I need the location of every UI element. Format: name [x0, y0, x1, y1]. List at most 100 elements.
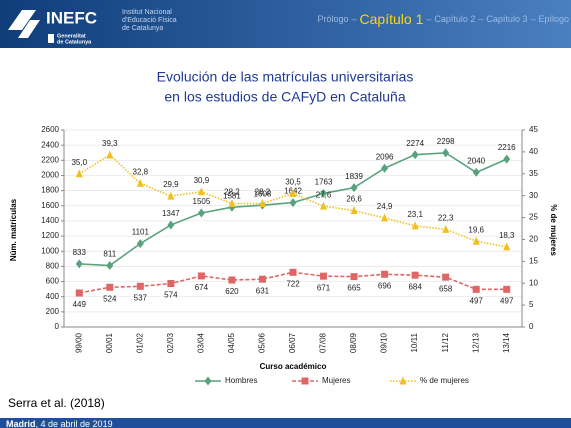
y-axis-title: Núm. matrículas	[9, 198, 18, 261]
data-label: 2216	[498, 143, 516, 152]
x-tick-label: 04/05	[227, 332, 236, 353]
marker	[503, 285, 511, 293]
source: Serra et al. (2018)	[8, 396, 105, 410]
x-tick-label: 99/00	[74, 332, 83, 353]
y-tick-label: 0	[55, 322, 60, 331]
government: Generalitat	[57, 33, 86, 39]
marker	[381, 270, 389, 278]
marker	[503, 154, 511, 164]
data-label: 32,8	[133, 168, 149, 177]
data-label: 28,2	[224, 188, 240, 197]
marker	[106, 150, 114, 159]
data-label: 658	[439, 284, 453, 293]
x-tick-label: 13/14	[502, 332, 511, 353]
y2-tick-label: 10	[529, 278, 538, 287]
data-label: 30,9	[194, 176, 210, 185]
marker	[136, 178, 144, 187]
marker	[503, 242, 511, 251]
marker	[75, 259, 83, 269]
logo-text: INEFC	[46, 8, 97, 27]
y-tick-label: 600	[46, 277, 60, 286]
data-label: 497	[470, 296, 484, 305]
footer-bar	[0, 418, 571, 428]
series-line	[78, 153, 507, 248]
marker	[381, 213, 389, 222]
marker	[381, 163, 389, 173]
nav-item: Capítulo 1	[360, 11, 424, 27]
marker	[136, 239, 144, 249]
marker	[411, 271, 419, 279]
data-label: 620	[225, 287, 239, 296]
data-label: 2096	[376, 152, 394, 161]
institution: Institut Nacional	[122, 9, 172, 16]
gov-icon	[48, 34, 54, 43]
data-label: 39,3	[102, 139, 118, 148]
y2-tick-label: 25	[529, 213, 538, 222]
footer: Madrid, 4 de abril de 2019	[6, 419, 113, 428]
y-tick-label: 1000	[41, 246, 59, 255]
data-label: 2298	[437, 137, 455, 146]
data-label: 833	[73, 248, 87, 257]
marker	[350, 206, 358, 215]
y-tick-label: 2000	[41, 171, 59, 180]
x-tick-label: 03/04	[197, 332, 206, 353]
y-tick-label: 1800	[41, 186, 59, 195]
marker	[472, 167, 480, 177]
data-label: 23,1	[407, 210, 423, 219]
footer-date: , 4 de abril de 2019	[36, 419, 113, 428]
x-tick-label: 02/03	[166, 332, 175, 353]
legend-marker	[204, 376, 212, 386]
data-label: 684	[408, 282, 422, 291]
x-tick-label: 12/13	[471, 332, 480, 353]
institution: d'Educació Física	[122, 17, 177, 24]
y-tick-label: 400	[46, 292, 60, 301]
y2-axis-title: % de mujeres	[549, 204, 558, 256]
data-label: 22,3	[438, 213, 454, 222]
data-label: 722	[286, 279, 300, 288]
data-label: 1608	[254, 189, 272, 198]
legend-label: % de mujeres	[420, 376, 469, 385]
y2-tick-label: 45	[529, 125, 538, 134]
marker	[411, 221, 419, 230]
data-label: 24,9	[377, 202, 393, 211]
legend-label: Mujeres	[322, 376, 350, 385]
y-tick-label: 2200	[41, 155, 59, 164]
y-tick-label: 200	[46, 307, 60, 316]
nav-item: Epílogo	[538, 14, 569, 24]
y2-tick-label: 15	[529, 256, 538, 265]
data-label: 35,0	[71, 158, 87, 167]
marker	[472, 285, 480, 293]
marker	[258, 275, 266, 283]
legend-label: Hombres	[225, 376, 257, 385]
chart-title: en los estudios de CAFyD en Cataluña	[164, 89, 405, 105]
marker	[75, 289, 83, 297]
marker	[289, 198, 297, 208]
marker	[258, 199, 266, 208]
marker	[228, 276, 236, 284]
x-tick-label: 07/08	[319, 332, 328, 353]
marker	[106, 283, 114, 291]
marker	[75, 169, 83, 178]
data-label: 665	[347, 284, 361, 293]
y-tick-label: 2600	[41, 125, 59, 134]
government: de Catalunya	[57, 39, 92, 45]
nav-separator: –	[352, 14, 357, 24]
marker	[228, 199, 236, 208]
marker	[197, 208, 205, 218]
chart-title: Evolución de las matrículas universitari…	[157, 69, 414, 85]
data-label: 29,9	[163, 180, 179, 189]
legend-marker	[399, 376, 407, 385]
data-label: 811	[103, 250, 116, 259]
marker	[289, 188, 297, 197]
nav: Prólogo – Capítulo 1– Capítulo 2– Capítulo 3…	[317, 11, 569, 27]
nav-separator: –	[426, 14, 431, 24]
x-tick-label: 08/09	[349, 332, 358, 353]
y-tick-label: 1200	[41, 231, 59, 240]
marker	[320, 201, 328, 210]
data-label: 696	[378, 281, 392, 290]
x-tick-label: 05/06	[258, 332, 267, 353]
marker	[167, 280, 175, 288]
y2-tick-label: 30	[529, 191, 538, 200]
marker	[320, 188, 328, 198]
institution: de Catalunya	[122, 25, 163, 32]
